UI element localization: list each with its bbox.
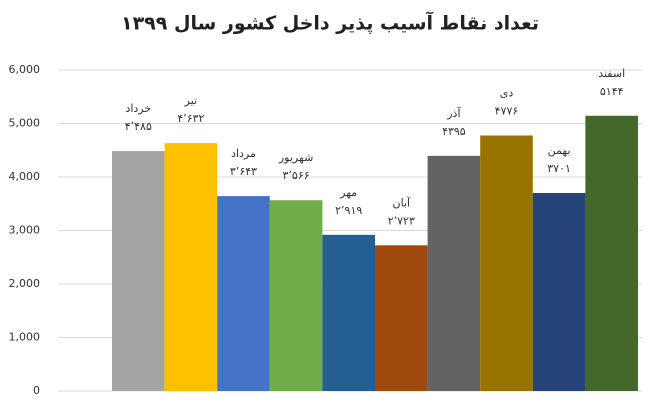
category-label: آذر — [446, 106, 461, 120]
bar — [375, 245, 428, 391]
value-label: ۴۷۷۶ — [495, 104, 519, 117]
category-label: شهریور — [278, 151, 313, 164]
bar — [164, 143, 218, 391]
value-label: ۳۷۰۱ — [547, 162, 571, 175]
value-label: ۴٬۴۸۵ — [125, 120, 152, 133]
category-label: اسفند — [598, 67, 625, 80]
category-label: مهر — [339, 186, 357, 199]
bar — [480, 135, 533, 391]
category-label: آبان — [393, 195, 411, 209]
bar — [112, 151, 165, 391]
y-tick-label: 1,000 — [9, 331, 41, 344]
value-label: ۳٬۶۴۳ — [230, 165, 257, 178]
y-tick-label: 2,000 — [9, 277, 41, 290]
value-label: ۳٬۵۶۶ — [283, 169, 310, 182]
value-label: ۴٬۶۳۲ — [177, 112, 204, 125]
value-label: ۴۳۹۵ — [442, 125, 466, 138]
chart-title: تعداد نقاط آسیب پذیر داخل کشور سال ۱۳۹۹ — [121, 11, 539, 35]
y-tick-label: 6,000 — [9, 63, 41, 76]
value-label: ۲٬۷۲۳ — [388, 214, 415, 227]
value-label: ۵۱۴۴ — [600, 85, 624, 98]
bar — [269, 200, 323, 391]
value-label: ۲٬۹۱۹ — [335, 204, 362, 217]
category-label: خرداد — [125, 102, 151, 115]
category-label: تیر — [184, 94, 197, 107]
category-label: دی — [500, 86, 514, 99]
bar — [322, 234, 375, 391]
bar — [532, 192, 586, 391]
y-tick-label: 4,000 — [9, 170, 41, 183]
bar — [217, 196, 270, 391]
bar — [585, 115, 638, 392]
y-tick-label: 3,000 — [9, 224, 41, 237]
y-tick-label: 0 — [33, 384, 40, 397]
category-label: بهمن — [548, 144, 571, 157]
y-tick-label: 5,000 — [9, 117, 41, 130]
category-label: مرداد — [231, 147, 256, 160]
bar — [427, 155, 481, 391]
